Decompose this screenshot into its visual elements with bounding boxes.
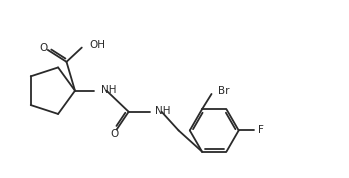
Text: NH: NH [101, 85, 116, 95]
Text: NH: NH [156, 106, 171, 116]
Text: Br: Br [218, 86, 229, 96]
Text: OH: OH [89, 40, 105, 50]
Text: F: F [258, 125, 264, 135]
Text: O: O [110, 129, 119, 139]
Text: O: O [39, 43, 47, 53]
